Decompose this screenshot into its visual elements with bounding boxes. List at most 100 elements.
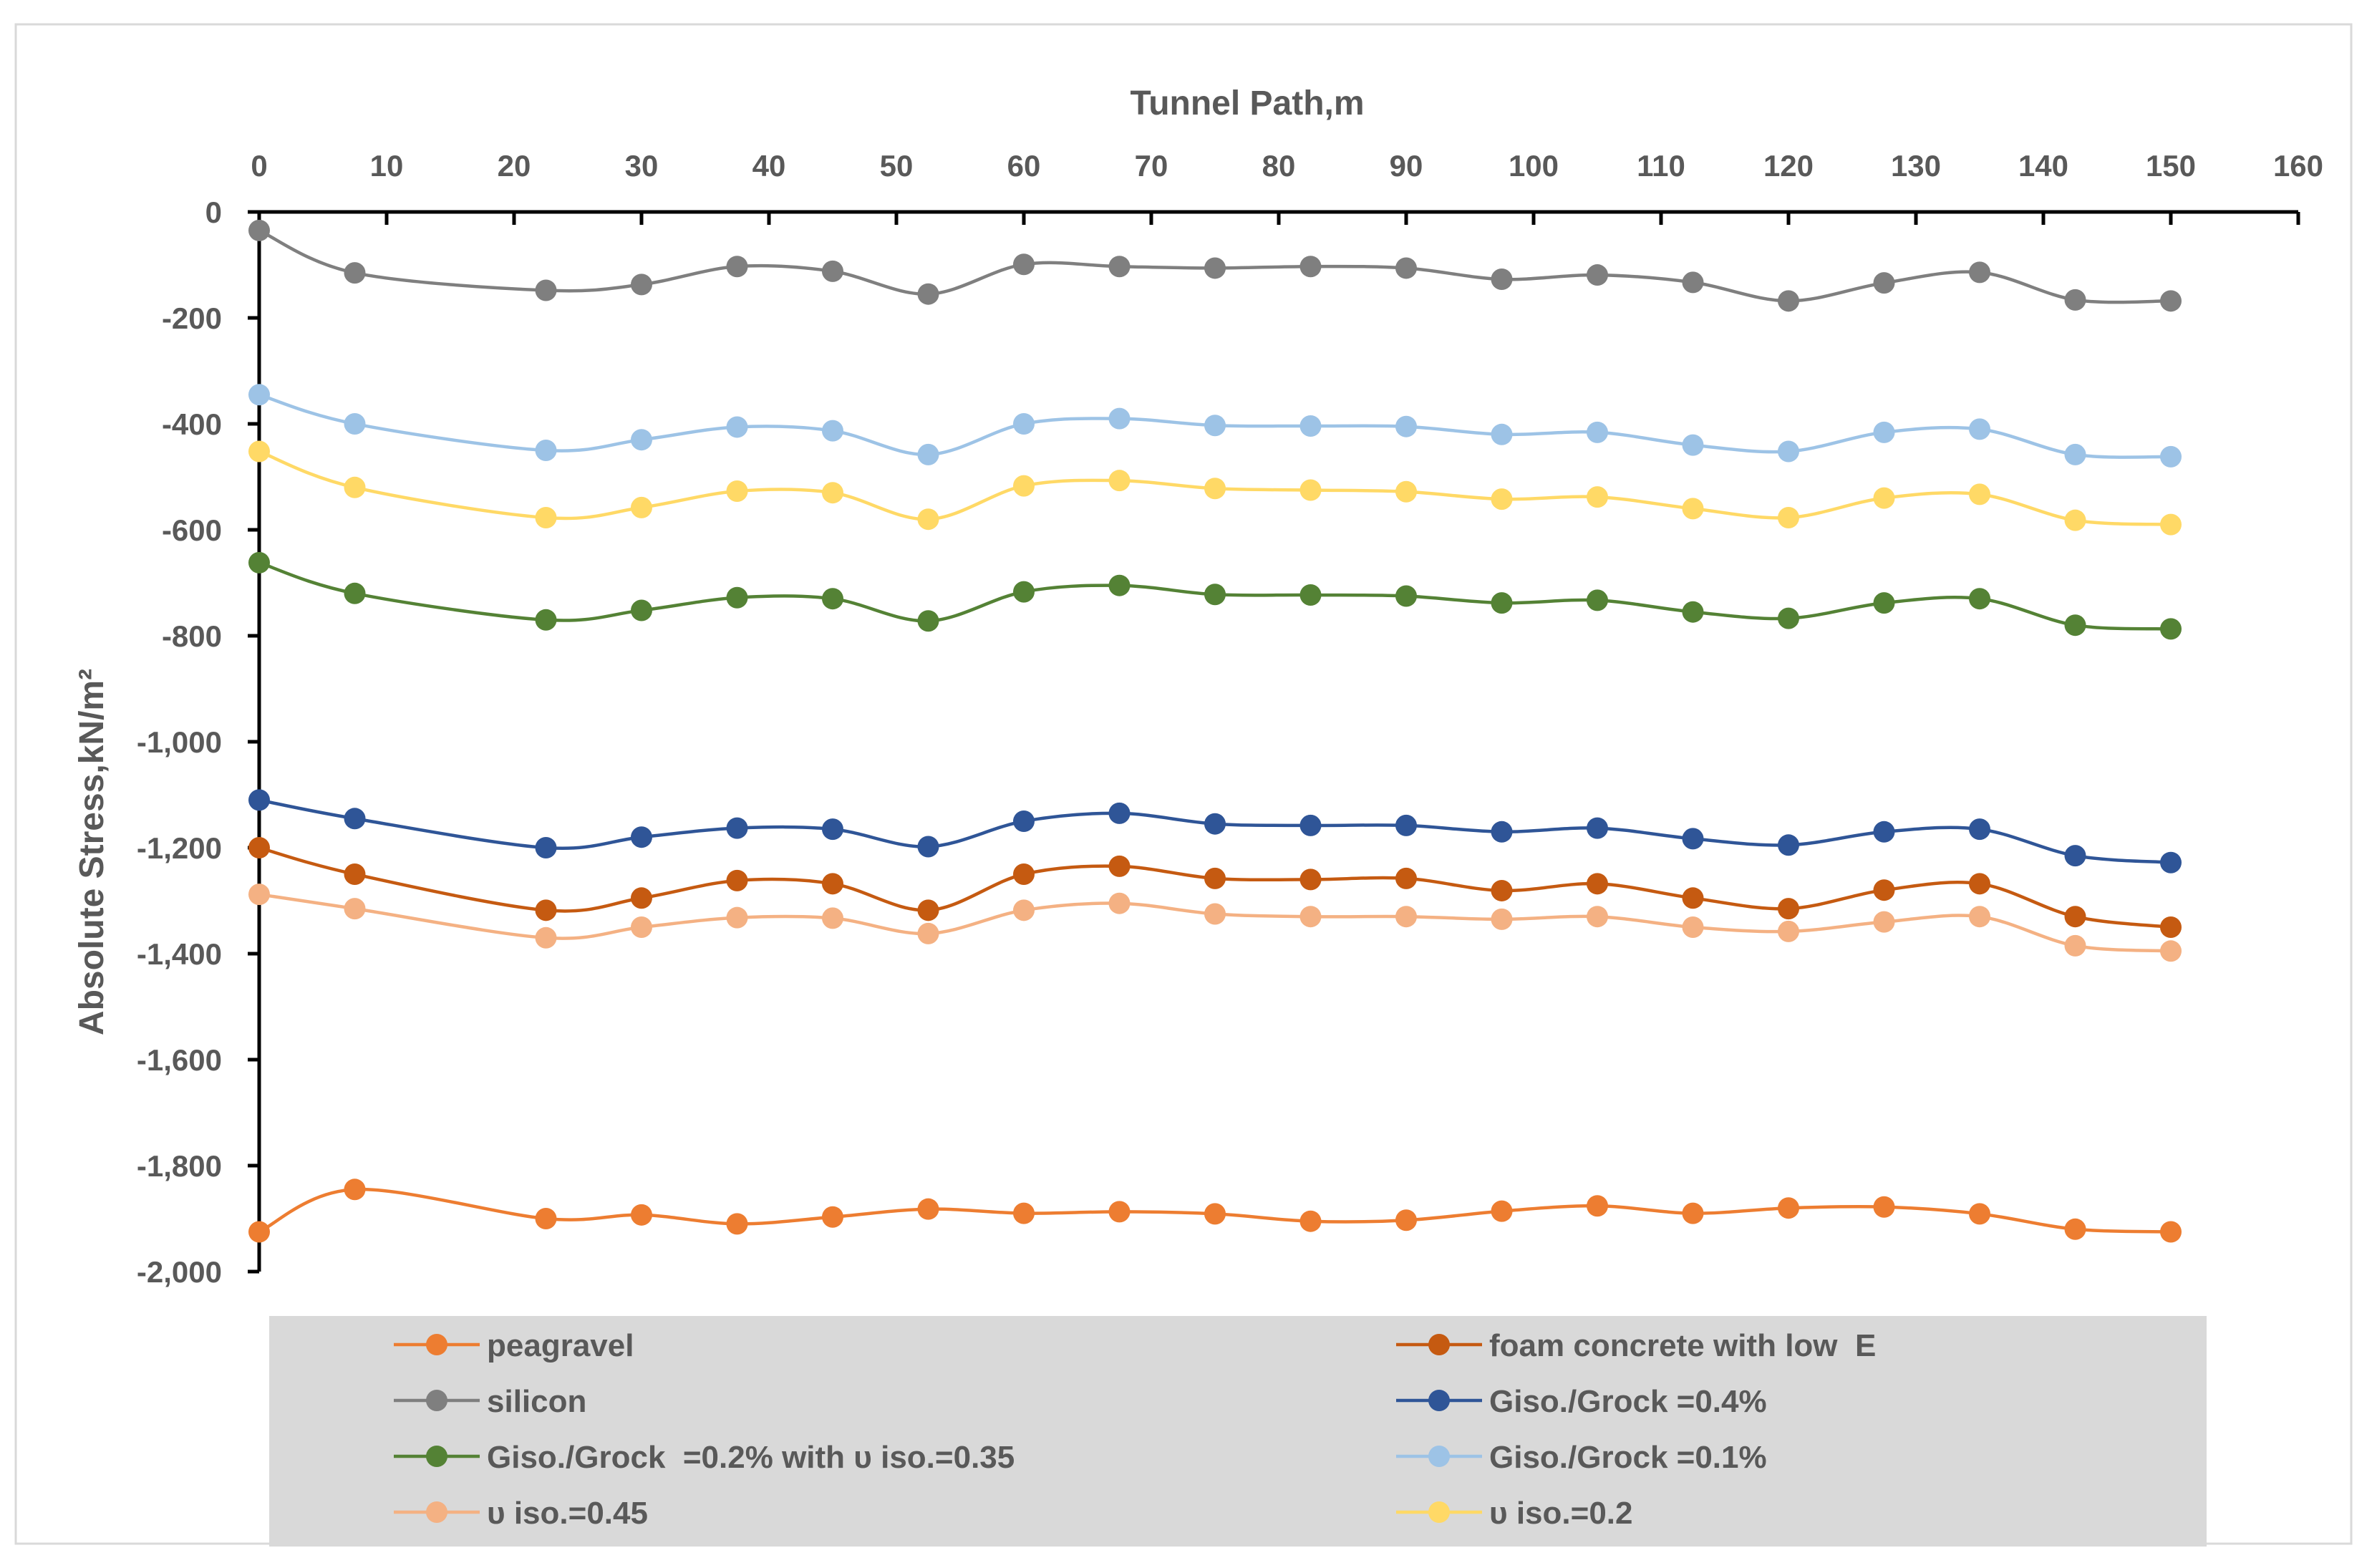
data-point	[1204, 867, 1226, 889]
y-tick-label: -1,200	[137, 831, 222, 865]
data-point	[2160, 940, 2182, 962]
legend-label: Giso./Grock =0.4%	[1489, 1384, 1767, 1419]
series-line	[258, 1187, 2172, 1234]
x-tick-label: 140	[2018, 149, 2068, 183]
data-point	[917, 610, 939, 632]
data-point	[1108, 892, 1131, 914]
data-point	[248, 1221, 270, 1243]
data-point	[1395, 480, 1417, 503]
data-point	[917, 508, 939, 531]
x-tick-label: 130	[1891, 149, 1941, 183]
data-point	[1491, 879, 1513, 901]
legend-label: Giso./Grock =0.2% with υ iso.=0.35	[487, 1440, 1015, 1475]
data-point	[1108, 407, 1131, 430]
data-point	[1395, 1209, 1417, 1231]
data-point	[822, 420, 843, 442]
legend-label: Giso./Grock =0.1%	[1489, 1440, 1767, 1475]
legend-item: peagravel	[394, 1328, 634, 1363]
legend-marker	[426, 1390, 447, 1411]
data-point	[2064, 509, 2086, 531]
y-axis-title: Absolute Stress,kN/m²	[73, 669, 111, 1035]
legend-marker	[426, 1334, 447, 1355]
y-tick-label: -600	[162, 513, 222, 547]
y-tick-label: -1,800	[137, 1149, 222, 1183]
legend-item: foam concrete with low E	[1396, 1328, 1876, 1363]
data-point	[631, 274, 652, 296]
data-point	[1778, 920, 1799, 942]
data-point	[631, 826, 652, 848]
data-point	[1299, 814, 1322, 836]
data-point	[1108, 1201, 1131, 1223]
data-point	[1873, 487, 1895, 509]
x-tick-label: 50	[880, 149, 914, 183]
legend-item: Giso./Grock =0.2% with υ iso.=0.35	[394, 1440, 1015, 1475]
y-tick-label: -400	[162, 407, 222, 441]
data-point	[1108, 802, 1131, 824]
x-tick-label: 60	[1007, 149, 1041, 183]
data-point	[917, 836, 939, 858]
data-point	[1013, 475, 1035, 497]
data-point	[1491, 268, 1513, 290]
axes: 0 10 20 30 40 50 60 70 80 90 100 110 120 130 140 150 160…	[137, 149, 2323, 1289]
x-tick-label: 110	[1637, 149, 1685, 183]
legend-marker	[426, 1446, 447, 1467]
x-tick-label: 10	[370, 149, 404, 183]
data-point	[2064, 845, 2086, 867]
series-6	[248, 884, 2182, 962]
data-point	[1013, 863, 1035, 885]
data-point	[1299, 256, 1322, 278]
data-point	[1587, 264, 1608, 286]
data-point	[1395, 585, 1417, 607]
data-point	[1873, 911, 1895, 933]
data-point	[2064, 1218, 2086, 1240]
data-point	[248, 837, 270, 858]
data-point	[1969, 818, 1990, 841]
data-point	[1587, 1195, 1608, 1217]
data-point	[535, 926, 557, 949]
data-point	[1682, 601, 1704, 623]
data-point	[1491, 908, 1513, 930]
data-point	[1587, 421, 1608, 443]
data-point	[1299, 584, 1322, 606]
data-point	[1395, 257, 1417, 279]
legend-marker	[1428, 1334, 1450, 1355]
data-point	[631, 496, 652, 518]
data-point	[726, 480, 748, 502]
data-point	[1108, 256, 1131, 278]
x-tick-label: 90	[1390, 149, 1423, 183]
data-point	[1299, 906, 1322, 928]
data-point	[1013, 1202, 1035, 1224]
data-point	[726, 416, 748, 438]
data-point	[1873, 421, 1895, 443]
data-point	[1778, 440, 1799, 463]
data-point	[1969, 418, 1990, 440]
data-point	[822, 818, 843, 841]
legend-marker	[1428, 1446, 1450, 1467]
legend-item: Giso./Grock =0.4%	[1396, 1384, 1767, 1419]
data-point	[344, 582, 366, 604]
data-point	[1108, 855, 1131, 877]
data-point	[1108, 574, 1131, 596]
y-tick-label: -1,600	[137, 1043, 222, 1077]
data-point	[2064, 614, 2086, 637]
data-point	[1778, 1197, 1799, 1219]
y-tick-label: -2,000	[137, 1255, 222, 1289]
legend-item: silicon	[394, 1384, 586, 1419]
data-point	[535, 837, 557, 858]
x-tick-label: 150	[2146, 149, 2196, 183]
data-point	[917, 922, 939, 944]
data-point	[631, 916, 652, 938]
data-point	[822, 873, 843, 895]
data-point	[535, 440, 557, 461]
data-point	[1204, 415, 1226, 437]
legend-marker	[1428, 1501, 1450, 1523]
data-point	[535, 506, 557, 528]
series-3	[248, 789, 2182, 873]
data-point	[248, 219, 270, 241]
data-point	[822, 482, 843, 504]
data-point	[1204, 813, 1226, 835]
data-point	[1013, 810, 1035, 832]
data-point	[1682, 887, 1704, 909]
series-layer	[248, 219, 2182, 1243]
